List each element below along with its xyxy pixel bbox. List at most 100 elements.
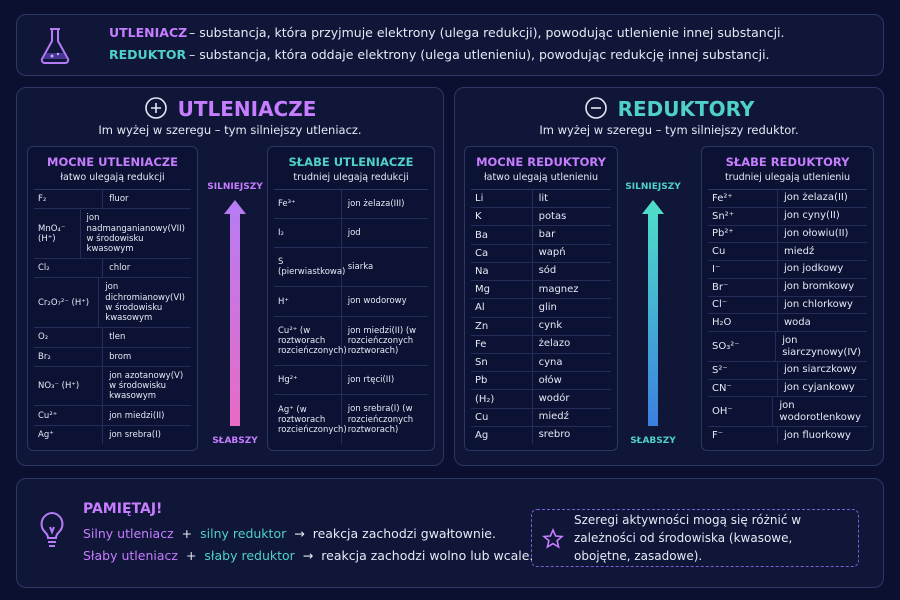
formula: F⁻	[708, 427, 778, 444]
formula: S (pierwiastkowa)	[274, 248, 345, 287]
star-icon	[542, 528, 564, 549]
name: jon jodkowy	[783, 263, 844, 275]
formula: Ag⁺	[34, 425, 104, 445]
sign-icon	[144, 97, 167, 119]
name: jon wodorowy	[347, 296, 407, 307]
formula: Sn²⁺	[708, 207, 778, 225]
table-row: F⁻ jon fluorkowy	[708, 427, 867, 444]
table-row: CN⁻ jon cyjankowy	[708, 379, 867, 398]
table-row: Cu miedź	[708, 243, 867, 262]
definitions-box: UTLENIACZ – substancja, która przyjmuje e…	[16, 14, 884, 76]
remember-part: Silny utleniacz	[83, 526, 174, 541]
name: woda	[783, 316, 811, 328]
table-row: S (pierwiastkowa) siarka	[274, 248, 428, 288]
name: jon bromkowy	[783, 281, 855, 293]
table-row: Br⁻ jon bromkowy	[708, 278, 867, 297]
strength-arrow	[642, 200, 664, 426]
table-row: OH⁻ jon wodorotlenkowy	[708, 397, 867, 428]
name: jon siarczkowy	[783, 364, 857, 376]
name: jon nadmanganianowy(VII) w środowisku kw…	[86, 213, 185, 254]
table-row: Zn cynk	[471, 317, 611, 336]
table-row: S²⁻ jon siarczkowy	[708, 361, 867, 380]
formula: Cu	[708, 243, 778, 261]
formula: Cl₂	[34, 259, 104, 278]
name: wapń	[538, 247, 566, 259]
table-title: SŁABE UTLENIACZE	[288, 155, 414, 169]
table-row: Ag⁺ jon srebra(I)	[34, 425, 191, 445]
formula: H₂O	[708, 314, 778, 332]
remember-line: Silny utleniacz + silny reduktor → reakcja z…	[83, 526, 496, 541]
table-rows: F₂ fluor MnO₄⁻ (H⁺) jon nadmanganianowy(VII…	[34, 189, 191, 445]
formula: Ba	[471, 226, 533, 244]
table-row: Sn cyna	[471, 353, 611, 373]
table-row: Cr₂O₇²⁻ (H⁺) jon dichromianowy(VI) w środ…	[34, 278, 191, 329]
formula: Na	[471, 262, 533, 281]
table-rows: Fe²⁺ jon żelaza(II) Sn²⁺ jon cyny(II) Pb²⁺ jo…	[708, 189, 867, 444]
reducers-panel: REDUKTORY Im wyżej w szeregu – tym silnie…	[454, 87, 884, 466]
table-row: SO₃²⁻ jon siarczynowy(IV)	[708, 332, 867, 362]
formula: Fe³⁺	[274, 190, 342, 219]
name: magnez	[538, 283, 579, 295]
remember-part: +	[181, 526, 193, 541]
panel-title: UTLENIACZE	[17, 96, 443, 121]
formula: F₂	[34, 190, 104, 209]
formula: Cr₂O₇²⁻ (H⁺)	[34, 278, 100, 328]
name: ołów	[538, 374, 562, 386]
table-row: Li lit	[471, 190, 611, 209]
table-row: Hg²⁺ jon rtęci(II)	[274, 366, 428, 396]
formula: Fe²⁺	[708, 190, 778, 207]
remember-part: +	[185, 548, 197, 563]
formula: I₂	[274, 219, 342, 248]
formula: Cl⁻	[708, 296, 778, 314]
table-row: H⁺ jon wodorowy	[274, 287, 428, 317]
name: glin	[538, 301, 557, 313]
table-title: SŁABE REDUKTORY	[725, 155, 850, 169]
remember-part: Słaby utleniacz	[83, 548, 178, 563]
formula: Cu²⁺	[34, 406, 104, 425]
formula: S²⁻	[708, 361, 778, 379]
formula: (H₂)	[471, 390, 533, 408]
formula: Fe	[471, 335, 533, 353]
remember-box: Szeregi aktywności mogą się różnić w zal…	[16, 478, 884, 588]
weak-table: SŁABE REDUKTORY trudniej ulegają utlenien…	[701, 146, 874, 451]
strength-arrow	[224, 200, 246, 426]
oxidizers-panel: UTLENIACZE Im wyżej w szeregu – tym silni…	[16, 87, 444, 466]
definition: UTLENIACZ – substancja, która przyjmuje e…	[109, 25, 785, 40]
remember-part: silny reduktor	[200, 526, 287, 541]
name: fluor	[109, 194, 129, 205]
name: jon ołowiu(II)	[783, 227, 849, 239]
table-row: Sn²⁺ jon cyny(II)	[708, 207, 867, 226]
formula: I⁻	[708, 261, 778, 278]
formula: Pb²⁺	[708, 225, 778, 243]
name: bar	[538, 229, 556, 241]
name: jon azotanowy(V) w środowisku kwasowym	[109, 370, 184, 402]
name: jon rtęci(II)	[347, 375, 395, 386]
table-row: H₂O woda	[708, 314, 867, 333]
formula: NO₃⁻ (H⁺)	[34, 366, 104, 406]
table-row: Fe²⁺ jon żelaza(II)	[708, 190, 867, 208]
note-text: Szeregi aktywności mogą się różnić w zal…	[574, 513, 802, 563]
table-row: I₂ jod	[274, 219, 428, 249]
arrow-bottom-label: SŁABSZY	[630, 436, 676, 446]
table-row: Ag⁺ (w roztworach rozcieńczonych) jon sre…	[274, 395, 428, 444]
name: jon chlorkowy	[783, 298, 853, 310]
formula: Pb	[471, 372, 533, 390]
name: jod	[347, 228, 361, 239]
name: sód	[538, 265, 557, 277]
table-row: Cu²⁺ (w roztworach rozcieńczonych) jon mi…	[274, 316, 428, 367]
arrow-top-label: SILNIEJSZY	[207, 182, 263, 192]
remember-part: reakcja zachodzi gwałtownie.	[312, 526, 496, 541]
name: jon siarczynowy(IV)	[782, 334, 862, 358]
name: miedź	[783, 245, 815, 257]
name: jon miedzi(II)	[109, 410, 165, 421]
name: cynk	[538, 320, 563, 332]
table-row: Fe żelazo	[471, 335, 611, 354]
formula: SO₃²⁻	[708, 332, 777, 361]
formula: Al	[471, 299, 533, 317]
formula: Ca	[471, 244, 533, 262]
formula: Zn	[471, 317, 533, 335]
arrow-bottom-label: SŁABSZY	[212, 436, 258, 446]
table-subtitle: łatwo ulegają utlenieniu	[483, 172, 599, 183]
